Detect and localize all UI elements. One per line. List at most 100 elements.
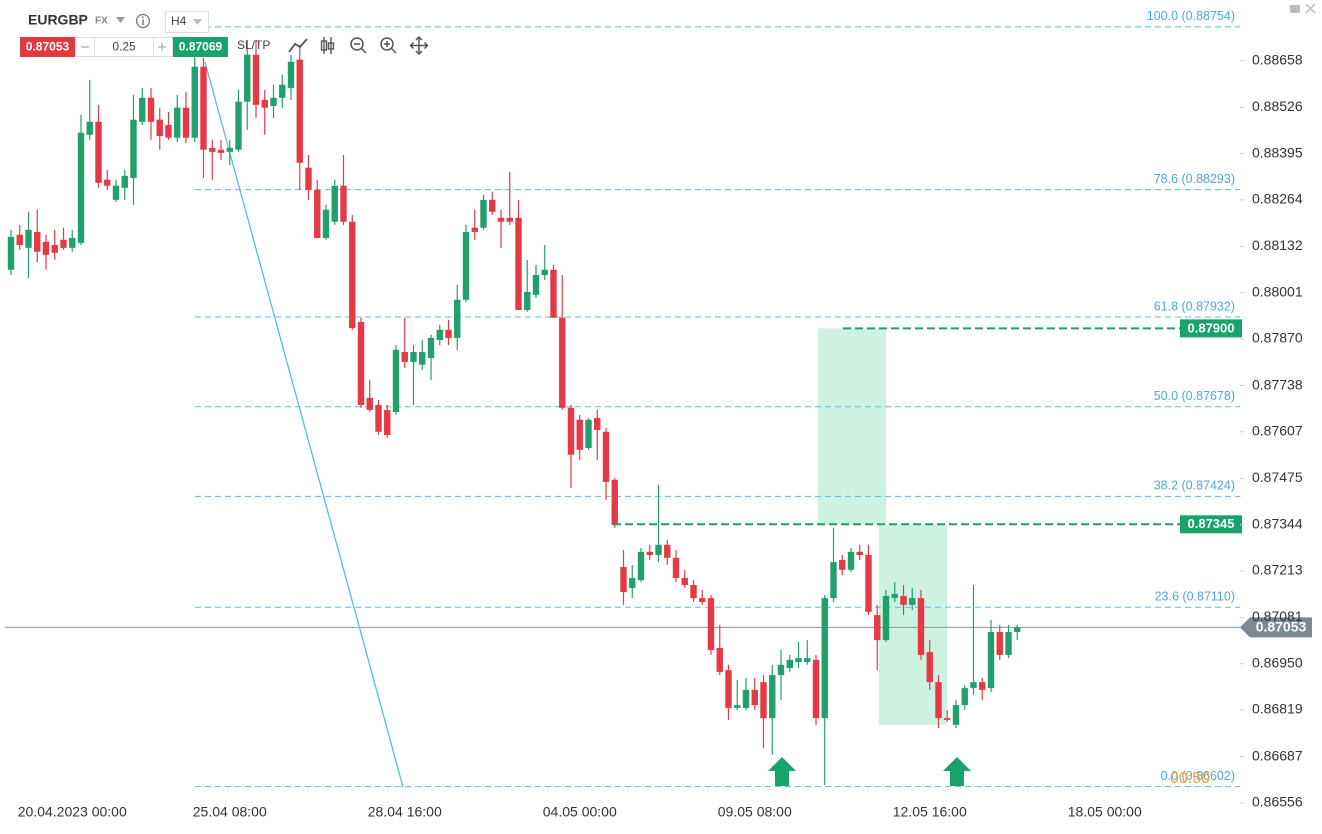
candle-body — [139, 97, 146, 122]
candle-body — [681, 577, 688, 586]
candle-body — [594, 418, 601, 431]
candle-body — [427, 337, 435, 359]
volume-box — [75, 37, 173, 57]
y-tick-label: 0.87081 — [1252, 608, 1303, 624]
candle-body — [917, 598, 925, 655]
candle-body — [235, 101, 242, 150]
candle-body — [769, 675, 776, 719]
candle-body — [60, 239, 67, 248]
candle-body — [996, 631, 1003, 655]
candle-body — [611, 479, 618, 526]
timeframe-box[interactable] — [165, 11, 209, 33]
timeframe-dropdown — [193, 19, 202, 25]
candle-body — [856, 551, 863, 556]
candle-body — [296, 59, 303, 163]
y-tick-label: 0.87344 — [1252, 515, 1303, 531]
candle-body — [742, 689, 750, 708]
candle-body — [480, 199, 487, 228]
candle-body — [7, 236, 15, 270]
candle-body — [979, 682, 986, 690]
candle-body — [454, 299, 461, 338]
candle-body — [541, 269, 548, 276]
candle-body — [261, 99, 268, 108]
zoom-out-icon[interactable] — [350, 37, 367, 54]
y-tick-label: 0.86556 — [1252, 794, 1303, 810]
candle-body — [287, 61, 295, 88]
candle-body — [147, 97, 155, 122]
candle-body — [200, 66, 207, 150]
level-tag — [1180, 515, 1242, 534]
minimize-button[interactable] — [1290, 5, 1300, 13]
fib-label: 50.0 (0.87678) — [1154, 389, 1235, 403]
candle-body — [86, 121, 93, 135]
candle-body — [191, 66, 198, 138]
draw-tool-icon[interactable] — [288, 38, 308, 53]
candle-body — [130, 119, 137, 178]
info-icon[interactable] — [135, 13, 151, 29]
chart-type-icon[interactable] — [320, 37, 335, 54]
candle-body — [812, 659, 820, 719]
y-tick-label: 0.88001 — [1252, 283, 1303, 299]
candle-body — [830, 562, 837, 599]
candle-body — [734, 705, 741, 708]
levels: 0.87900 0.87345 0.87053 — [613, 319, 1312, 638]
candle-body — [524, 291, 531, 310]
candle-body — [95, 121, 102, 183]
candle-body — [839, 559, 846, 570]
x-tick-label: 12.05 16:00 — [893, 804, 967, 820]
candle-body — [532, 275, 540, 295]
y-tick-label: 0.87870 — [1252, 330, 1303, 346]
sell-price: 0.87053 — [26, 40, 70, 54]
volume[interactable]: 0.25 — [112, 40, 136, 54]
y-tick-label: 0.87738 — [1252, 376, 1303, 392]
candle-body — [244, 54, 251, 102]
x-tick-label: 18.05 00:00 — [1068, 804, 1142, 820]
candle-body — [1005, 631, 1012, 655]
y-tick-label: 0.86950 — [1252, 654, 1303, 670]
candle-body — [716, 647, 723, 672]
candle-body — [506, 217, 513, 222]
fib-label: 0.0 (0.86602) — [1161, 769, 1235, 783]
y-tick-label: 0.88132 — [1252, 237, 1303, 253]
candle-body — [1014, 627, 1021, 632]
sell-button[interactable] — [20, 37, 75, 57]
candle-body — [795, 658, 802, 663]
symbol-dropdown[interactable] — [116, 17, 125, 23]
symbol[interactable]: EURGBP — [28, 12, 88, 28]
pan-icon[interactable] — [409, 35, 429, 56]
candle-body — [909, 598, 916, 605]
candle-body — [690, 585, 697, 599]
candles — [7, 39, 1021, 785]
candle-body — [16, 234, 23, 246]
candle-body — [445, 329, 452, 338]
candle-body — [847, 551, 855, 570]
fib-trend-line — [204, 61, 404, 788]
candle-body — [401, 352, 408, 362]
candle-body — [874, 615, 881, 641]
candle-body — [121, 175, 128, 188]
zoom-in-icon[interactable] — [380, 37, 397, 54]
candle-body — [357, 322, 365, 405]
candle-body — [410, 352, 417, 362]
candle-body — [952, 705, 960, 725]
fib-label: 78.6 (0.88293) — [1154, 172, 1235, 186]
buy-button[interactable] — [173, 37, 228, 57]
candle-body — [314, 189, 321, 238]
candle-body — [165, 124, 172, 138]
candle-body — [760, 682, 767, 719]
candle-body — [69, 237, 76, 248]
candle-body — [515, 217, 522, 310]
candle-body — [786, 659, 793, 669]
buy-price: 0.87069 — [179, 40, 223, 54]
y-tick-label: 0.88526 — [1252, 98, 1303, 114]
market: FX — [95, 16, 108, 27]
candle-body — [462, 231, 470, 300]
sltp[interactable]: SL/TP — [237, 38, 270, 52]
candle-body — [384, 409, 391, 435]
zones — [818, 328, 947, 725]
candle-body — [366, 397, 373, 410]
candle-body — [900, 595, 907, 605]
close-button[interactable] — [1305, 3, 1316, 14]
fib-label: 61.8 (0.87932) — [1154, 299, 1235, 313]
